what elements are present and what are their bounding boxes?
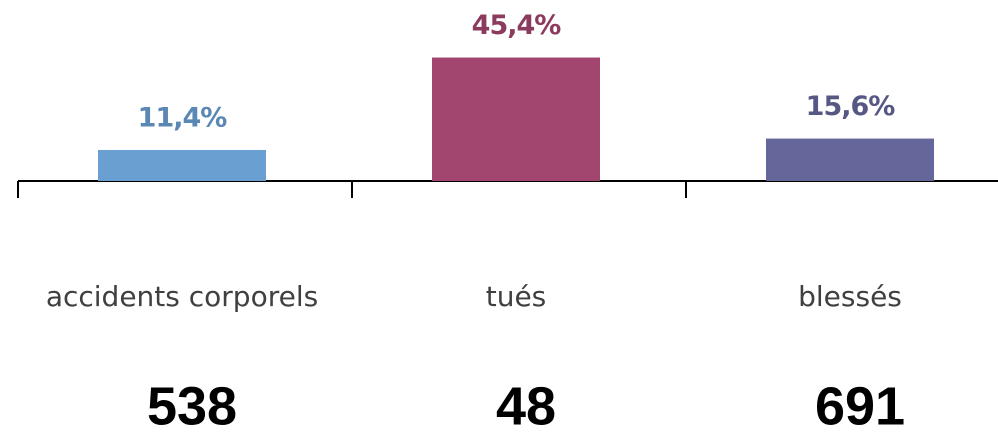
- bar: [432, 57, 600, 181]
- category-label: accidents corporels: [46, 280, 318, 313]
- value-label: 45,4%: [472, 10, 562, 41]
- category-label: blessés: [798, 280, 902, 313]
- category-label: tués: [486, 280, 547, 313]
- count-label: 538: [147, 376, 237, 436]
- bar: [98, 149, 266, 181]
- value-label: 11,4%: [138, 102, 228, 133]
- bar: [766, 138, 934, 181]
- count-label: 48: [496, 376, 556, 436]
- value-label: 15,6%: [806, 91, 896, 122]
- count-label: 691: [815, 376, 905, 436]
